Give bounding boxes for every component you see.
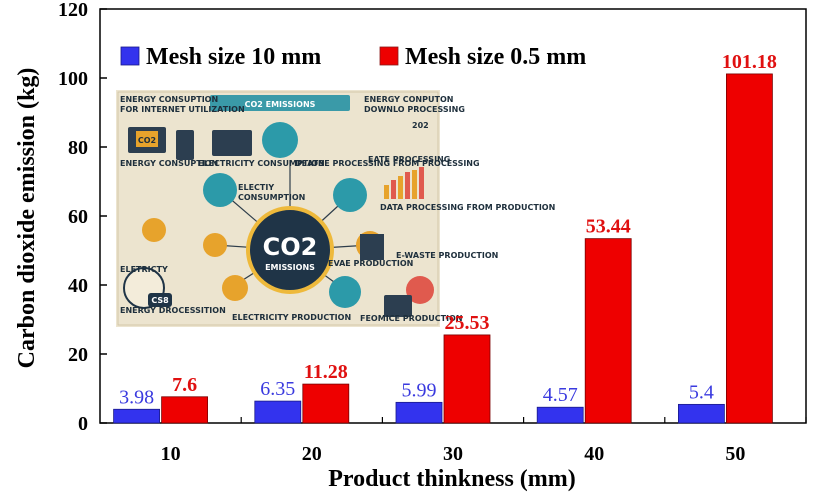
inset-banner: CO2 EMISSIONS (245, 100, 316, 109)
svg-text:DOWNLO PROCESSING: DOWNLO PROCESSING (364, 105, 465, 114)
inset-gear-icon (203, 173, 237, 207)
bar-mesh-10 (113, 408, 160, 424)
y-tick-label: 100 (58, 68, 88, 90)
svg-text:CONSUMPTION: CONSUMPTION (238, 193, 305, 202)
co2-infographic-image: CO2 EMISSIONS CO2 EMISSIONS CO2 (116, 90, 555, 327)
inset-center-sub: EMISSIONS (265, 263, 315, 272)
inset-cloud-icon (333, 178, 367, 212)
data-label: 5.4 (689, 381, 714, 403)
bar-mesh-0-5 (161, 396, 209, 424)
inset-tower-icon (176, 130, 194, 160)
svg-text:202: 202 (412, 121, 429, 130)
y-tick-label: 80 (68, 137, 88, 159)
data-label: 5.99 (402, 379, 437, 401)
inset-rack-icon (360, 234, 384, 260)
y-tick-label: 20 (68, 344, 88, 366)
x-axis-title: Product thinkness (mm) (328, 466, 576, 492)
svg-text:FOR INTERNET UTILIZATION: FOR INTERNET UTILIZATION (120, 105, 245, 114)
data-label: 6.35 (260, 378, 295, 400)
bar-mesh-10 (678, 403, 725, 424)
y-axis-title: Carbon dioxide emission (kg) (14, 68, 40, 369)
svg-text:ELETRICTY: ELETRICTY (120, 265, 168, 274)
legend-swatch-mesh-10 (120, 46, 140, 66)
inset-power-icon (203, 233, 227, 257)
data-label: 11.28 (304, 361, 348, 383)
legend-swatch-mesh-0-5 (379, 46, 399, 66)
bar-mesh-0-5 (726, 73, 773, 424)
bar-mesh-10 (536, 406, 584, 424)
y-tick-label: 120 (58, 0, 88, 21)
inset-mini-bars (384, 167, 424, 199)
y-tick-label: 40 (68, 275, 88, 297)
inset-bulb-icon (222, 275, 248, 301)
svg-text:CO2: CO2 (138, 136, 156, 145)
x-tick-label: 10 (161, 443, 181, 465)
svg-text:ELECTIY: ELECTIY (238, 183, 274, 192)
inset-laptop-icon (212, 130, 252, 156)
svg-text:EVAE PRODUCTION: EVAE PRODUCTION (328, 259, 413, 268)
bar-mesh-0-5 (443, 334, 491, 424)
data-label: 25.53 (445, 312, 490, 334)
x-tick-label: 20 (302, 443, 322, 465)
svg-text:DATA PROCESSING FROM PRODUCTIO: DATA PROCESSING FROM PRODUCTION (380, 203, 555, 212)
svg-text:ENERGY DROCESSITION: ENERGY DROCESSITION (120, 306, 226, 315)
inset-globe-icon (262, 122, 298, 158)
legend-label-mesh-10: Mesh size 10 mm (146, 44, 321, 70)
inset-center-main: CO2 (263, 233, 318, 261)
bar-mesh-0-5 (584, 238, 632, 424)
svg-text:ELECTRICITY PRODUCTION: ELECTRICITY PRODUCTION (232, 313, 351, 322)
svg-text:ELECTRICITY CONSUMPTION: ELECTRICITY CONSUMPTION (198, 159, 325, 168)
data-label: 4.57 (543, 384, 578, 406)
y-tick-label: 60 (68, 206, 88, 228)
x-tick-label: 30 (443, 443, 463, 465)
inset-plug-icon (142, 218, 166, 242)
bar-mesh-0-5 (302, 383, 350, 424)
inset-heart-icon (406, 276, 434, 304)
svg-text:ENERGY CONSUPTION: ENERGY CONSUPTION (120, 95, 218, 104)
x-tick-label: 50 (725, 443, 745, 465)
data-label: 53.44 (586, 216, 631, 238)
bar-mesh-10 (395, 401, 443, 424)
y-tick-label: 0 (78, 413, 88, 435)
svg-text:DEATBE PROCESSING FROM PROCESS: DEATBE PROCESSING FROM PROCESSING (295, 159, 480, 168)
legend-label-mesh-0-5: Mesh size 0.5 mm (405, 44, 586, 70)
data-label: 101.18 (722, 51, 777, 73)
inset-cart-icon (329, 276, 361, 308)
legend: Mesh size 10 mm Mesh size 0.5 mm (120, 44, 586, 70)
x-tick-label: 40 (584, 443, 604, 465)
inset-laptop-heart-icon (384, 295, 412, 317)
svg-text:ENERGY CONPUTON: ENERGY CONPUTON (364, 95, 453, 104)
data-label: 7.6 (172, 374, 197, 396)
svg-text:FEOMICE PRODUCTION: FEOMICE PRODUCTION (360, 314, 463, 323)
bar-mesh-10 (254, 400, 302, 424)
inset-cs8: CS8 (151, 296, 169, 305)
svg-text:E-WASTE PRODUCTION: E-WASTE PRODUCTION (396, 251, 498, 260)
svg-text:EATE PROCESSING: EATE PROCESSING (368, 155, 450, 164)
data-label: 3.98 (119, 386, 154, 408)
svg-text:ENERGY CONSUPTION: ENERGY CONSUPTION (120, 159, 218, 168)
